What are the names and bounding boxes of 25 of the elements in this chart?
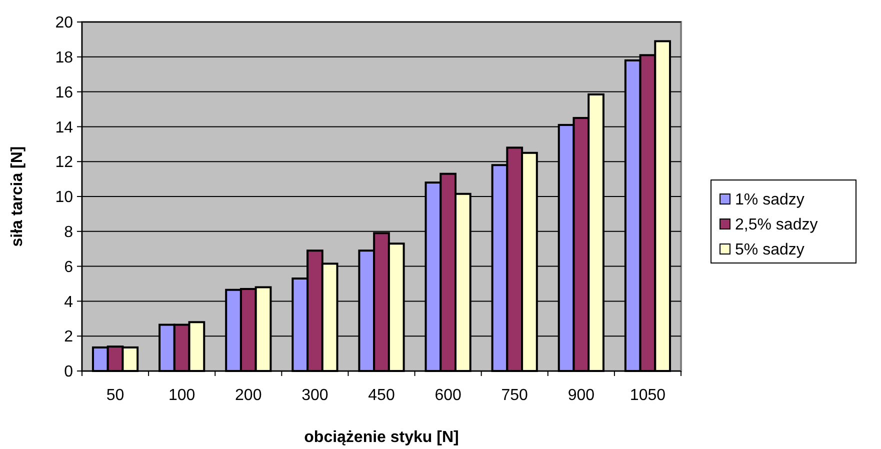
x-tick-label: 750 (501, 387, 528, 404)
x-tick-label: 100 (168, 387, 196, 404)
legend-label: 1% sadzy (735, 192, 804, 209)
y-tick-label: 20 (55, 14, 74, 32)
x-tick-label: 300 (302, 387, 328, 404)
x-tick-label: 1050 (630, 387, 666, 404)
legend-label: 2,5% sadzy (735, 216, 818, 234)
x-axis-title: obciążenie styku [N] (304, 429, 459, 446)
y-tick-label: 2 (64, 328, 74, 346)
y-tick-label: 4 (64, 294, 74, 311)
y-tick-label: 18 (55, 50, 74, 66)
x-tick-label: 200 (235, 387, 262, 404)
y-tick-label: 12 (55, 154, 74, 172)
legend-label: 5% sadzy (735, 242, 804, 259)
y-tick-label: 0 (64, 364, 74, 381)
y-tick-label: 14 (55, 119, 74, 136)
y-tick-label: 16 (55, 84, 74, 102)
y-tick-label: 8 (64, 224, 74, 241)
x-tick-label: 900 (568, 387, 595, 404)
y-axis-title: siła tarcia [N] (9, 146, 26, 247)
y-tick-label: 6 (64, 258, 74, 276)
x-tick-label: 600 (434, 387, 462, 404)
x-tick-label: 50 (106, 387, 124, 404)
x-tick-label: 450 (368, 387, 395, 404)
y-tick-label: 10 (55, 189, 74, 206)
